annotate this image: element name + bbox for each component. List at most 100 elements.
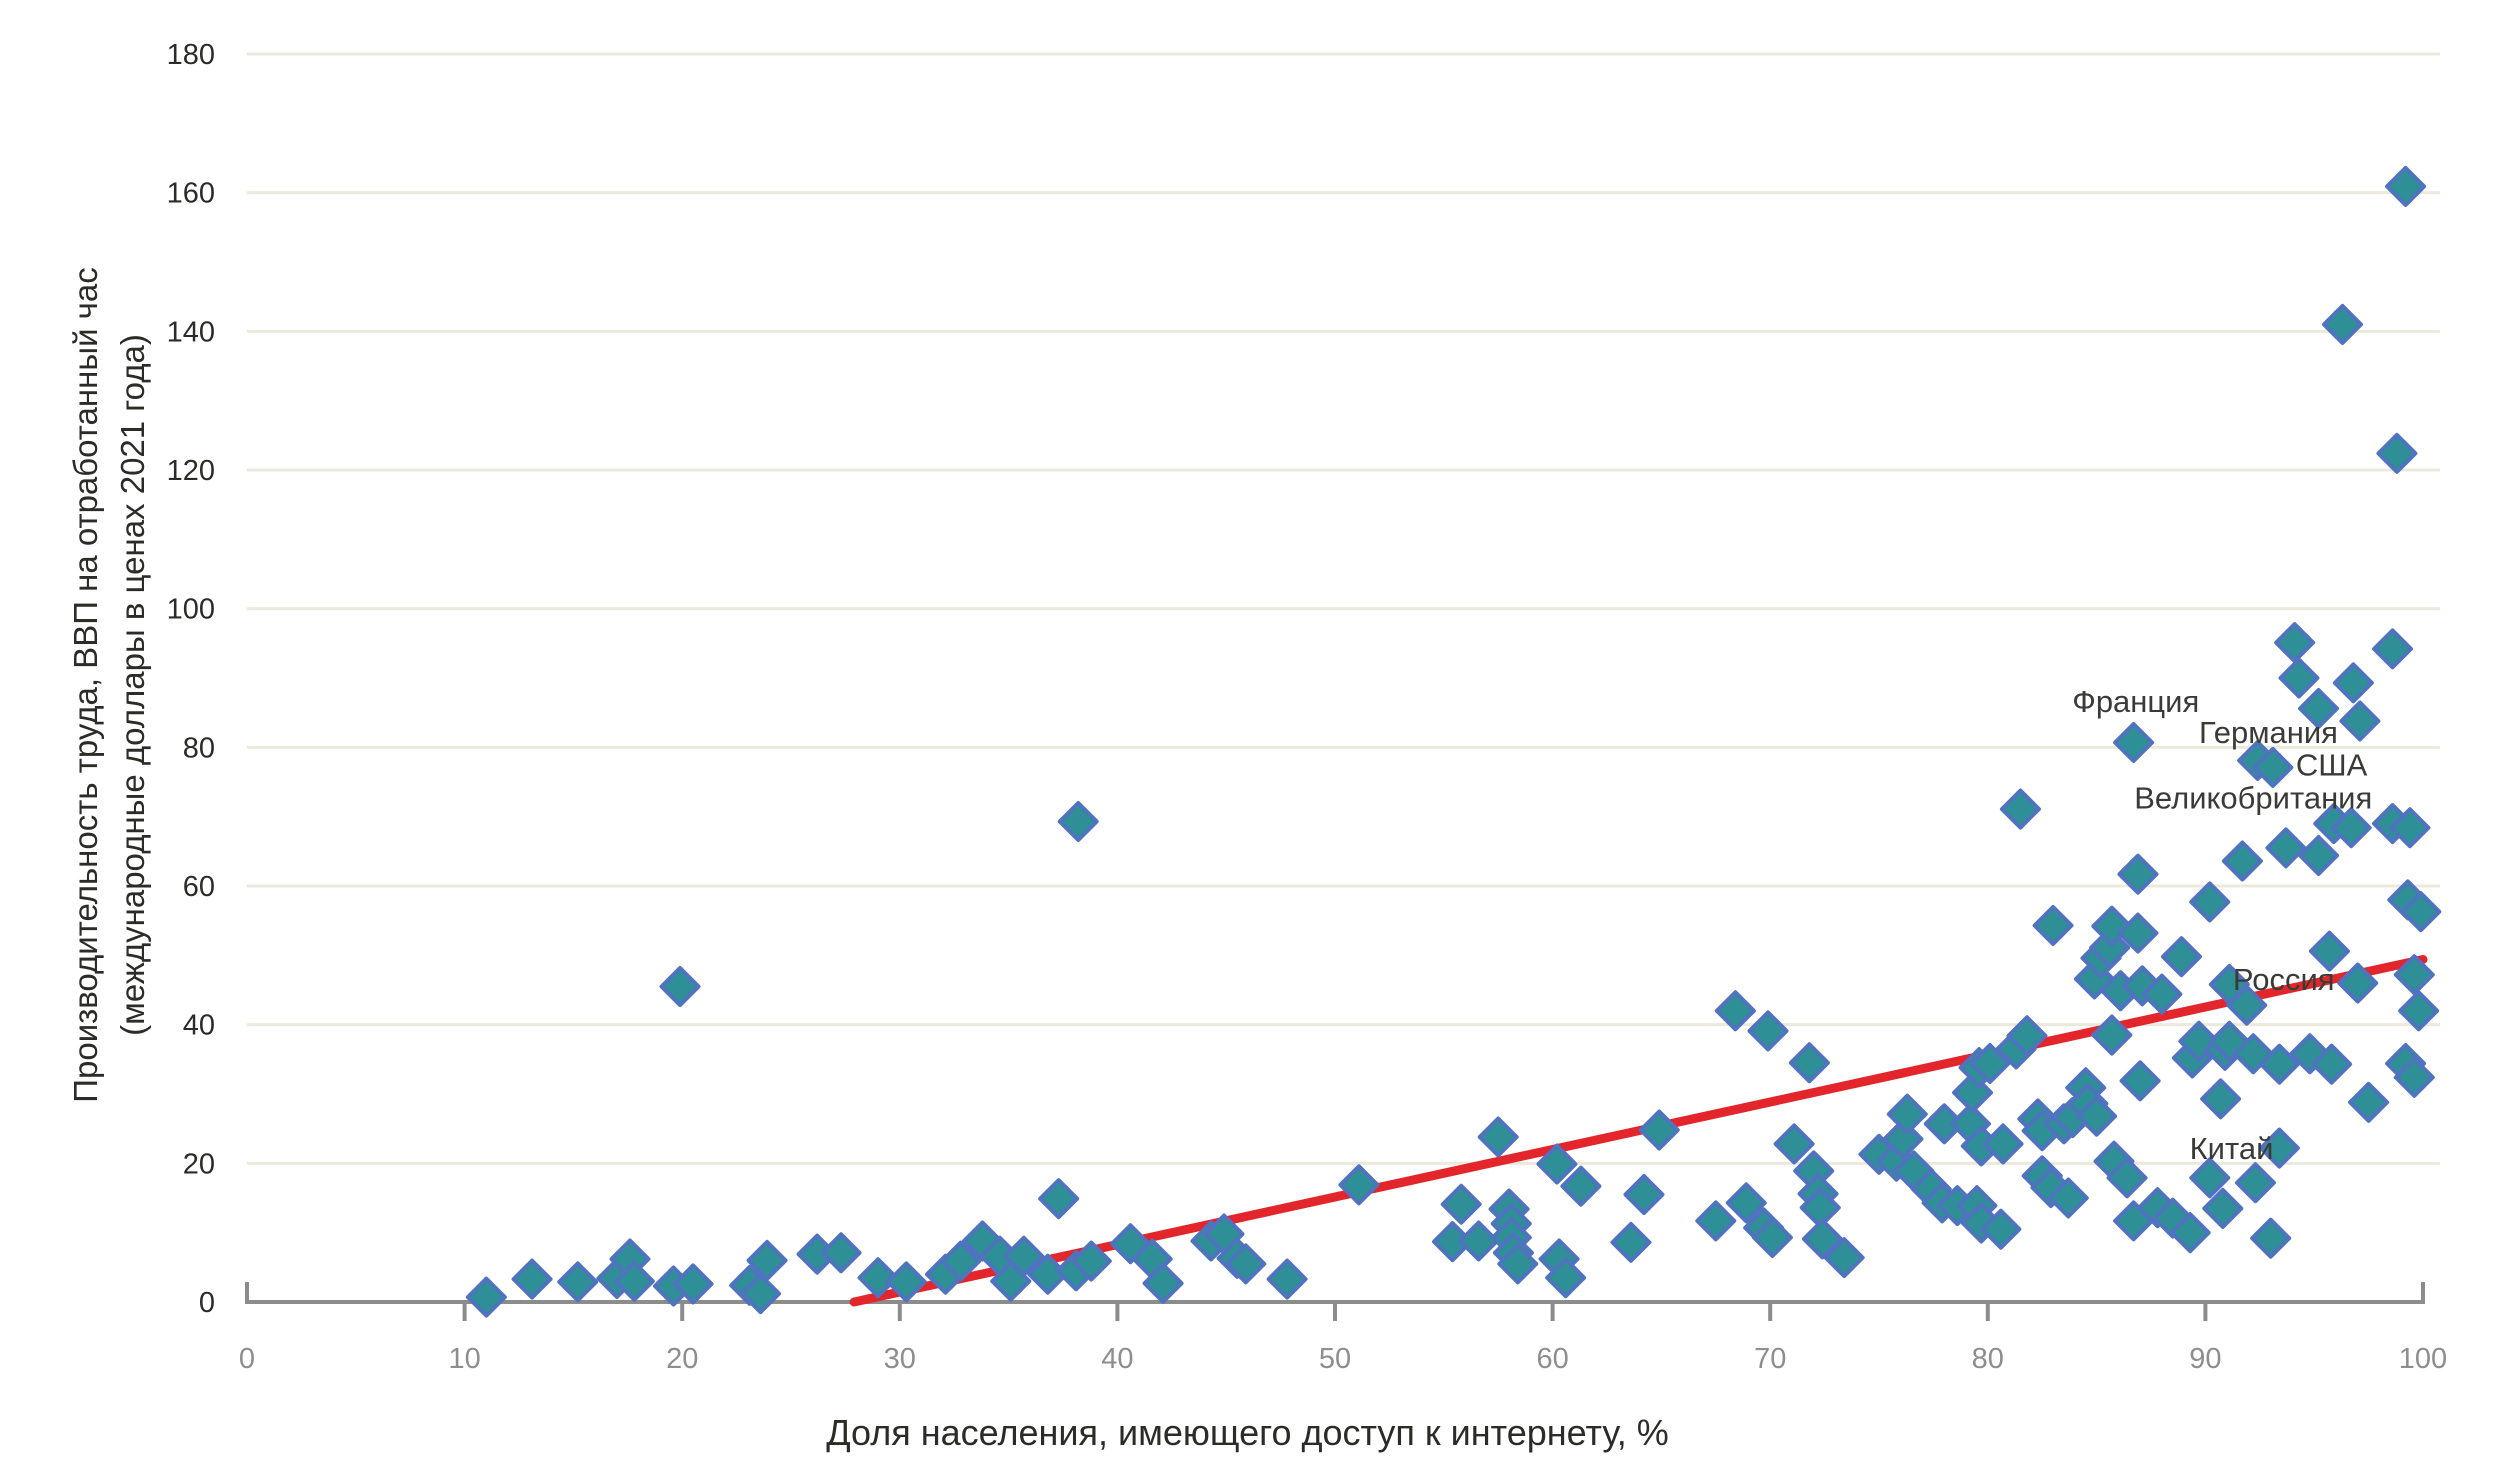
data-point xyxy=(2119,1060,2161,1102)
data-point xyxy=(2252,746,2294,788)
x-tick-label-10: 10 xyxy=(448,1343,480,1375)
country-label: США xyxy=(2296,748,2368,783)
data-point xyxy=(1747,1010,1789,1052)
data-point xyxy=(2339,700,2381,742)
data-point xyxy=(2398,990,2440,1032)
data-point xyxy=(2189,1157,2231,1199)
data-point xyxy=(2208,1020,2250,1062)
data-point xyxy=(1477,1116,1519,1158)
data-point xyxy=(2117,853,2159,895)
y-tick-label-60: 60 xyxy=(183,871,215,903)
data-point xyxy=(2178,1020,2220,1062)
data-point xyxy=(2298,688,2340,730)
data-point xyxy=(2308,930,2350,972)
country-label: Франция xyxy=(2072,684,2199,719)
country-label: Китай xyxy=(2190,1131,2274,1166)
data-point xyxy=(2169,1212,2211,1254)
data-point xyxy=(1725,1182,1767,1224)
data-point xyxy=(1714,990,1756,1032)
data-point xyxy=(2278,657,2320,699)
data-point xyxy=(2232,1033,2274,1075)
data-point xyxy=(659,966,701,1008)
y-tick-label-120: 120 xyxy=(167,455,215,487)
x-tick-label-0: 0 xyxy=(239,1343,255,1375)
data-point xyxy=(2311,1043,2353,1085)
data-point xyxy=(820,1232,862,1274)
data-point xyxy=(2258,1127,2300,1169)
data-point xyxy=(1952,1072,1994,1114)
data-point xyxy=(1560,1165,1602,1207)
data-point xyxy=(2332,662,2374,704)
data-point xyxy=(1057,801,1099,843)
data-point xyxy=(1440,1183,1482,1225)
data-point xyxy=(2337,962,2379,1004)
data-point xyxy=(1623,1174,1665,1216)
data-point xyxy=(2372,628,2414,670)
data-point xyxy=(2289,1033,2331,1075)
data-point xyxy=(2089,927,2131,969)
data-point xyxy=(746,1239,788,1281)
y-tick-label-160: 160 xyxy=(167,178,215,210)
data-point xyxy=(2265,827,2307,869)
data-point xyxy=(1982,1123,2024,1165)
gridlines xyxy=(247,52,2440,1165)
x-tick-label-40: 40 xyxy=(1101,1343,1133,1375)
data-point xyxy=(1695,1200,1737,1242)
data-point xyxy=(2226,984,2268,1026)
data-point xyxy=(2385,165,2427,207)
data-point xyxy=(2076,1095,2118,1137)
x-axis-title: Доля населения, имеющего доступ к интерн… xyxy=(826,1412,1669,1453)
data-point xyxy=(511,1258,553,1300)
data-point xyxy=(2234,1162,2276,1204)
data-point xyxy=(1882,1118,1924,1160)
scatter-points xyxy=(465,165,2442,1318)
data-point xyxy=(1142,1262,1184,1304)
data-point xyxy=(1070,1240,1112,1282)
data-point xyxy=(1545,1257,1587,1299)
data-point xyxy=(2106,1157,2148,1199)
data-point xyxy=(2113,721,2155,763)
data-point xyxy=(2393,954,2435,996)
data-point xyxy=(2258,1043,2300,1085)
data-point xyxy=(1536,1143,1578,1185)
y-tick-label-0: 0 xyxy=(199,1287,215,1319)
data-point xyxy=(2189,881,2231,923)
country-label: Германия xyxy=(2199,715,2338,750)
data-point xyxy=(1788,1042,1830,1084)
x-tick-label-90: 90 xyxy=(2189,1343,2221,1375)
data-point xyxy=(2200,1078,2242,1120)
data-point xyxy=(2160,936,2202,978)
country-label: Великобритания xyxy=(2134,780,2372,815)
data-point xyxy=(2250,1217,2292,1259)
data-point xyxy=(1109,1223,1151,1265)
data-point xyxy=(1003,1235,1045,1277)
data-point xyxy=(2091,1014,2133,1056)
x-axis xyxy=(245,1282,2425,1321)
data-point xyxy=(1969,1042,2011,1084)
x-tick-label-60: 60 xyxy=(1536,1343,1568,1375)
data-point xyxy=(1038,1178,1080,1220)
data-point xyxy=(2202,1187,2244,1229)
x-tick-label-30: 30 xyxy=(884,1343,916,1375)
data-point xyxy=(1458,1220,1500,1262)
data-point xyxy=(1980,1208,2022,1250)
y-tick-label-20: 20 xyxy=(183,1148,215,1180)
data-point xyxy=(2376,432,2418,474)
data-point xyxy=(2152,1197,2194,1239)
y-tick-label-100: 100 xyxy=(167,594,215,626)
data-point xyxy=(1999,788,2041,830)
data-point xyxy=(1497,1243,1539,1285)
data-point xyxy=(465,1276,507,1318)
x-tick-label-100: 100 xyxy=(2399,1343,2447,1375)
data-point xyxy=(1266,1258,1308,1300)
y-axis-title-line1: Производительность труда, ВВП на отработ… xyxy=(67,267,104,1103)
x-tick-label-50: 50 xyxy=(1319,1343,1351,1375)
y-tick-label-140: 140 xyxy=(167,316,215,348)
data-point xyxy=(2047,1177,2089,1219)
data-point xyxy=(1225,1243,1267,1285)
data-point xyxy=(857,1257,899,1299)
data-point xyxy=(2141,973,2183,1015)
data-point xyxy=(1638,1109,1680,1151)
